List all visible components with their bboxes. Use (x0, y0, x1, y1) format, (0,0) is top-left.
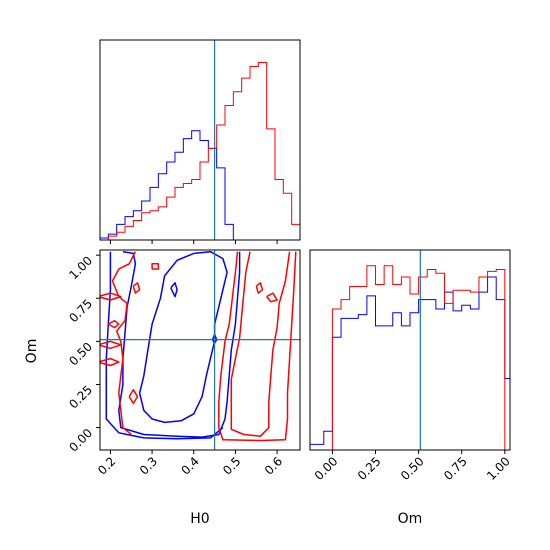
y-axis-label-om: Om (24, 339, 40, 364)
x-axis-label-om: Om (398, 511, 423, 527)
h0-om-contour-panel: 0.2 0.3 0.4 0.5 0.6 0.00 0.25 0.50 0.75 1.00 (66, 249, 301, 478)
contour-series-1-level-3 (132, 282, 141, 294)
contour-xtick-label-4: 0.6 (262, 454, 285, 477)
om-hist-frame (309, 249, 511, 451)
contour-series-1-level-5 (266, 292, 278, 303)
contour-xtick-label-2: 0.4 (178, 454, 201, 477)
contour-series-1-level-6 (111, 251, 137, 436)
contour-xtick-label-0: 0.2 (95, 454, 118, 477)
om-hist-xtick-label-3: 0.75 (441, 454, 470, 483)
contour-series-0-level-1 (118, 250, 241, 438)
contour-xtick-label-3: 0.5 (220, 454, 243, 477)
om-hist-xtick-label-0: 0.00 (312, 454, 341, 483)
contour-ytick-label-2: 0.50 (66, 340, 95, 369)
contour-series-1-level-0 (230, 251, 291, 437)
contour-series-1-level-7 (100, 292, 122, 301)
contour-ytick-label-4: 1.00 (66, 253, 95, 282)
om-hist-xtick-label-2: 0.50 (398, 454, 427, 483)
contour-series-0-level-3 (170, 282, 178, 298)
h0-marginal-histogram (99, 39, 301, 244)
contour-series-0-level-0 (138, 250, 228, 424)
om-hist-xtick-label-4: 1.00 (484, 454, 513, 483)
contour-series-1-level-4 (255, 282, 264, 294)
contour-series-1-level-8 (100, 340, 122, 350)
contour-series-1-level-2 (151, 263, 160, 270)
contour-series-1-level-11 (128, 388, 139, 405)
contour-ytick-label-0: 0.00 (66, 426, 95, 455)
contour-series-1-level-1 (218, 251, 297, 442)
contour-ytick-label-3: 0.75 (66, 296, 95, 325)
contour-frame (99, 249, 301, 451)
contour-xtick-label-1: 0.3 (137, 454, 160, 477)
contour-lines (100, 250, 300, 450)
om-hist-xtick-label-1: 0.25 (355, 454, 384, 483)
om-hist-series-1 (310, 265, 510, 451)
om-marginal-histogram: 0.00 0.25 0.50 0.75 1.00 (309, 249, 513, 483)
h0-hist-frame (99, 39, 301, 241)
om-hist-series-0 (309, 276, 511, 450)
h0-hist-series-1 (100, 62, 301, 241)
contour-series-0-level-2 (105, 251, 224, 440)
contour-ytick-label-1: 0.25 (66, 383, 95, 412)
contour-series-1-level-9 (100, 357, 120, 367)
contour-series-1-level-10 (107, 319, 120, 329)
x-axis-label-h0: H0 (190, 511, 209, 527)
h0-hist-series-0 (99, 130, 300, 241)
